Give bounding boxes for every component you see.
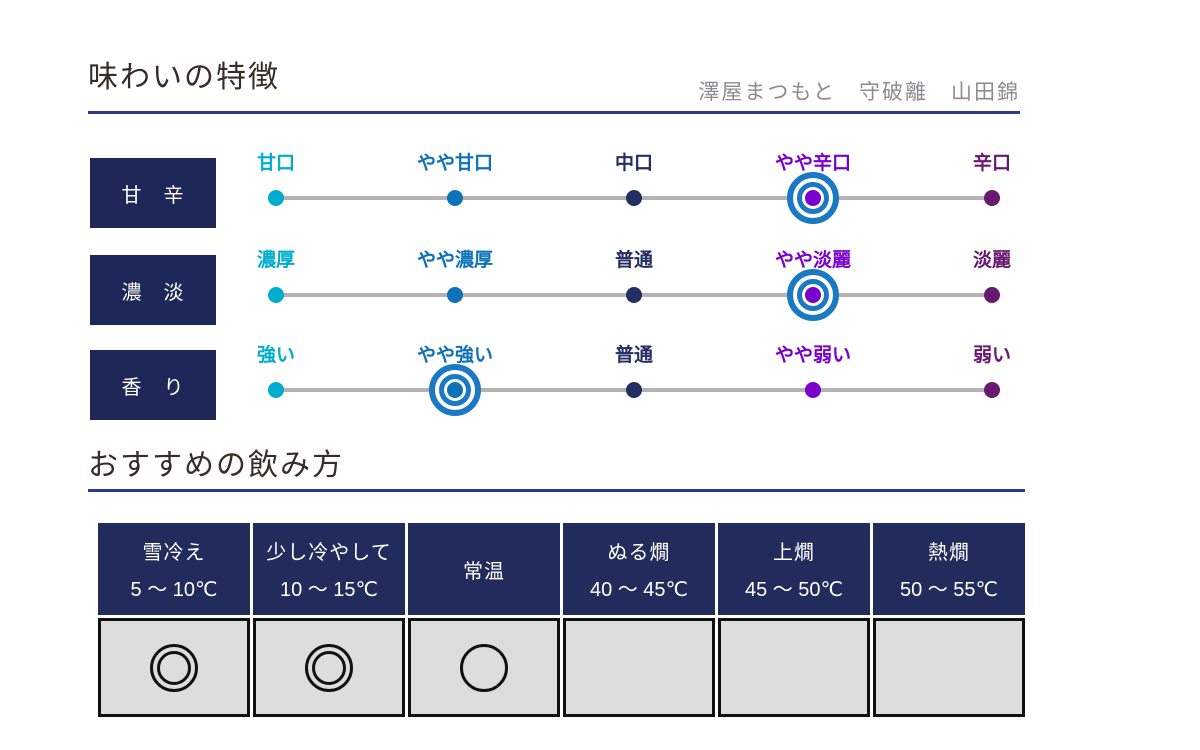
serving-mark-cell	[408, 618, 560, 717]
level-label: やや弱い	[774, 345, 851, 366]
serving-name: 常温	[463, 560, 505, 583]
level-label: 甘口	[256, 153, 295, 174]
selected-marker-dot	[447, 382, 463, 398]
serving-table-header: 雪冷え 5 ～ 10℃ 少し冷やして 10 ～ 15℃ 常温 ぬる燗 40 ～ …	[98, 523, 1028, 615]
product-name: 澤屋まつもと 守破離 山田錦	[698, 81, 1020, 104]
serving-name: 少し冷やして	[266, 542, 392, 564]
scale-row-rich-light: 濃 淡 濃厚 やや濃厚 普通 やや淡麗 淡麗	[0, 245, 1200, 335]
page-title: 味わいの特徴	[88, 61, 280, 94]
level-label: やや淡麗	[774, 250, 851, 271]
selected-marker	[429, 364, 481, 416]
selected-marker	[787, 269, 839, 321]
serving-section-divider	[88, 489, 1025, 492]
selected-marker-ring	[797, 279, 829, 311]
level-label: 普通	[614, 250, 653, 271]
serving-section-title: おすすめの飲み方	[88, 449, 344, 482]
scale-dot	[447, 287, 463, 303]
selected-marker-dot	[805, 190, 821, 206]
serving-table-body	[98, 618, 1028, 717]
axis-label-rich-light: 濃 淡	[90, 255, 216, 325]
axis-label-sweet-dry: 甘 辛	[90, 158, 216, 228]
level-label: 普通	[614, 345, 653, 366]
level-label: 淡麗	[972, 250, 1011, 271]
serving-header-cell: 上燗 45 ～ 50℃	[718, 523, 870, 615]
scale-dot	[626, 382, 642, 398]
level-label: やや辛口	[774, 153, 851, 174]
scale-dot	[268, 287, 284, 303]
level-label: 辛口	[972, 153, 1011, 174]
serving-temp: 50 ～ 55℃	[899, 579, 999, 601]
selected-marker-dot	[805, 287, 821, 303]
level-label: 中口	[614, 153, 653, 174]
double-circle-mark	[150, 643, 198, 692]
serving-temp: 10 ～ 15℃	[279, 579, 379, 601]
serving-header-cell: 少し冷やして 10 ～ 15℃	[253, 523, 405, 615]
level-label: 弱い	[972, 345, 1011, 366]
serving-name: 雪冷え	[142, 542, 206, 564]
inner-circle	[312, 650, 346, 685]
scale-dot	[268, 190, 284, 206]
serving-mark-cell	[873, 618, 1025, 717]
serving-name: ぬる燗	[607, 542, 671, 564]
serving-table: 雪冷え 5 ～ 10℃ 少し冷やして 10 ～ 15℃ 常温 ぬる燗 40 ～ …	[98, 523, 1028, 717]
serving-header-cell: ぬる燗 40 ～ 45℃	[563, 523, 715, 615]
axis-label-aroma: 香 り	[90, 350, 216, 420]
level-label: やや強い	[416, 345, 493, 366]
serving-name: 熱燗	[928, 542, 970, 564]
title-divider	[88, 111, 1020, 114]
serving-mark-cell	[253, 618, 405, 717]
scale-dot	[626, 287, 642, 303]
level-label: やや甘口	[416, 153, 493, 174]
scale-row-aroma: 香 り 強い やや強い 普通 やや弱い 弱い	[0, 340, 1200, 430]
serving-mark-cell	[718, 618, 870, 717]
scale-dot	[805, 382, 821, 398]
selected-marker	[787, 172, 839, 224]
serving-mark-cell	[98, 618, 250, 717]
serving-temp: 45 ～ 50℃	[744, 579, 844, 601]
scale-dot	[447, 190, 463, 206]
serving-temp: 40 ～ 45℃	[589, 579, 689, 601]
scale-dot	[984, 382, 1000, 398]
scale-dot	[626, 190, 642, 206]
level-label: やや濃厚	[416, 250, 493, 271]
scale-row-sweet-dry: 甘 辛 甘口 やや甘口 中口 やや辛口 辛口	[0, 148, 1200, 238]
scale-dot	[984, 287, 1000, 303]
level-label: 濃厚	[256, 250, 295, 271]
serving-temp: 5 ～ 10℃	[130, 579, 218, 601]
serving-header-cell: 熱燗 50 ～ 55℃	[873, 523, 1025, 615]
serving-header-cell: 雪冷え 5 ～ 10℃	[98, 523, 250, 615]
serving-name: 上燗	[773, 542, 815, 564]
level-label: 強い	[256, 345, 295, 366]
inner-circle	[157, 650, 191, 685]
double-circle-mark	[305, 643, 353, 692]
serving-header-cell: 常温	[408, 523, 560, 615]
selected-marker-ring	[439, 374, 471, 406]
selected-marker-ring	[797, 182, 829, 214]
serving-mark-cell	[563, 618, 715, 717]
scale-dot	[984, 190, 1000, 206]
scale-dot	[268, 382, 284, 398]
single-circle-mark	[460, 643, 508, 692]
